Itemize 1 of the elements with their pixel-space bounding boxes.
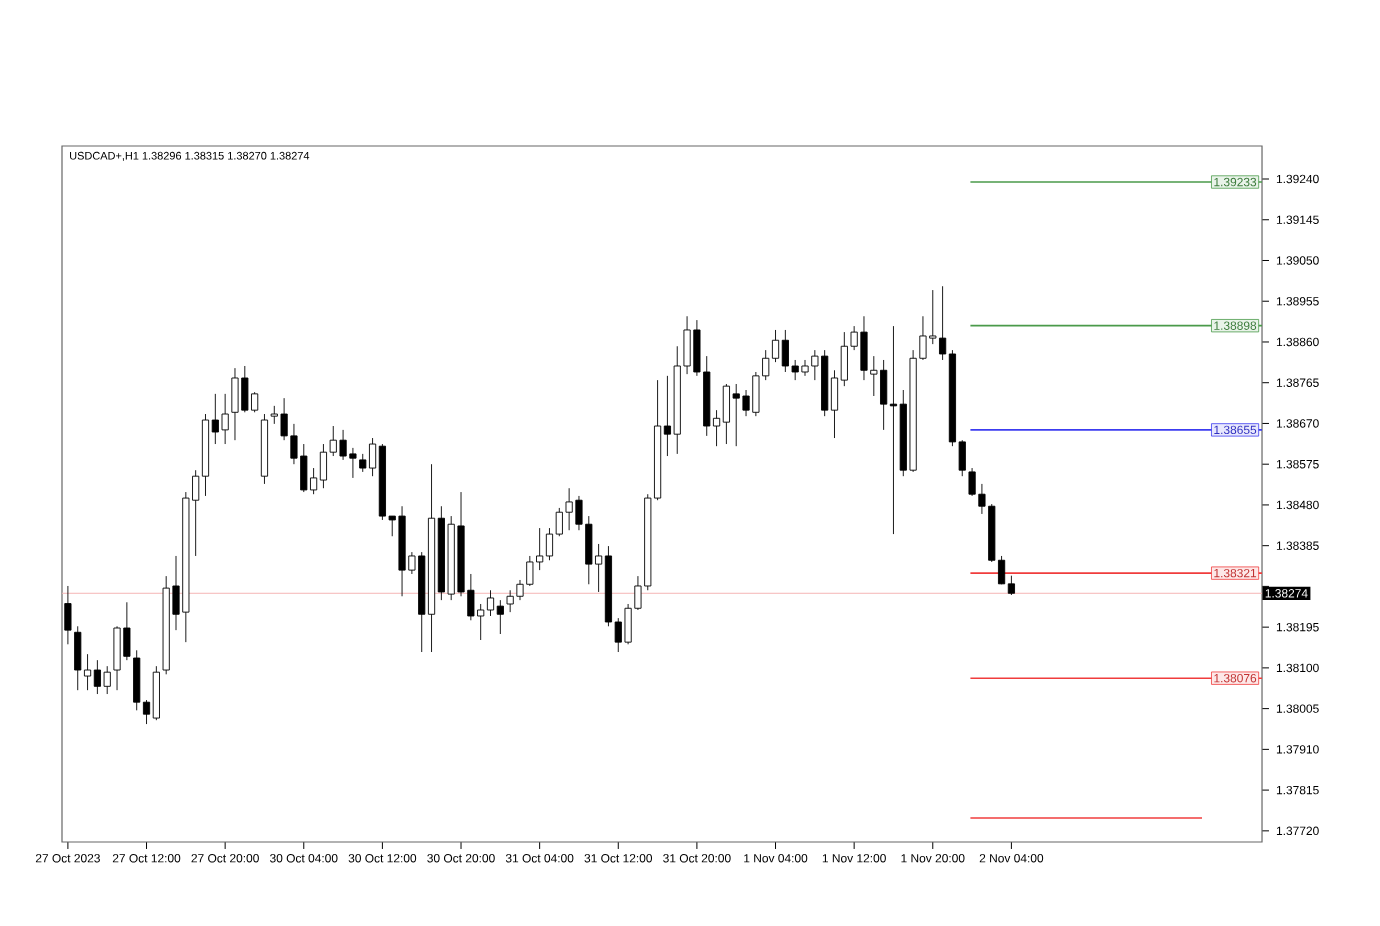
- candlestick: [64, 585, 72, 645]
